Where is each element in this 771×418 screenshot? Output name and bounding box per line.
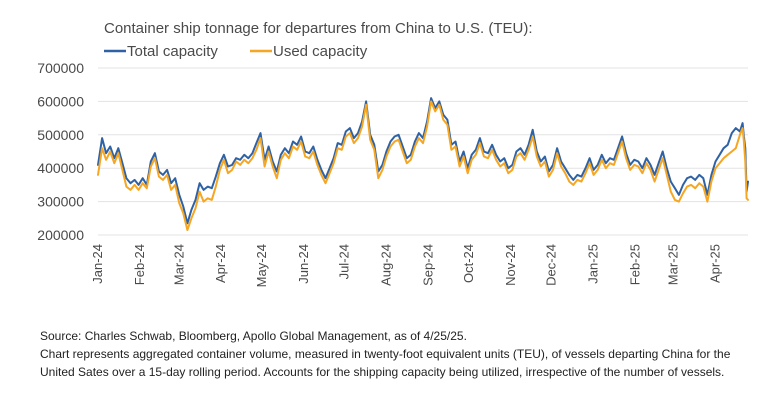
y-tick-label: 700000: [37, 60, 84, 76]
x-tick-label: Dec-24: [544, 244, 559, 286]
chart-legend: Total capacity Used capacity: [104, 43, 368, 60]
x-tick-label: Apr-25: [708, 244, 723, 283]
x-tick-label: Mar-24: [171, 244, 186, 285]
x-tick-label: Feb-24: [132, 244, 147, 285]
x-axis: Jan-24 Feb-24 Mar-24 Apr-24 May-24 Jun-24 Jul-…: [90, 244, 723, 287]
x-tick-label: Aug-24: [378, 244, 393, 286]
y-tick-label: 200000: [37, 227, 84, 243]
x-tick-label: Nov-24: [503, 244, 518, 286]
x-tick-label: Mar-25: [666, 244, 681, 285]
x-tick-label: Jan-24: [90, 244, 105, 284]
chart-description-note: Chart represents aggregated container vo…: [40, 347, 731, 379]
x-tick-label: Sep-24: [420, 244, 435, 286]
y-tick-label: 500000: [37, 127, 84, 143]
y-tick-label: 300000: [37, 194, 84, 210]
x-tick-label: Feb-25: [628, 244, 643, 285]
y-axis: 700000 600000 500000 400000 300000 200000: [37, 60, 84, 243]
x-tick-label: May-24: [254, 244, 269, 287]
legend-label-0: Total capacity: [127, 43, 218, 60]
x-tick-label: Jan-25: [586, 244, 601, 284]
chart-source-note: Source: Charles Schwab, Bloomberg, Apoll…: [40, 329, 467, 343]
chart-title: Container ship tonnage for departures fr…: [104, 20, 533, 37]
x-tick-label: Jul-24: [336, 244, 351, 279]
chart-series: [97, 97, 749, 231]
legend-label-1: Used capacity: [273, 43, 368, 60]
y-tick-label: 600000: [37, 93, 84, 109]
x-tick-label: Jun-24: [296, 244, 311, 284]
line-chart: Container ship tonnage for departures fr…: [37, 20, 749, 287]
x-tick-label: Apr-24: [213, 244, 228, 283]
x-tick-label: Oct-24: [461, 244, 476, 283]
y-tick-label: 400000: [37, 160, 84, 176]
series-line-used-capacity: [97, 100, 749, 231]
